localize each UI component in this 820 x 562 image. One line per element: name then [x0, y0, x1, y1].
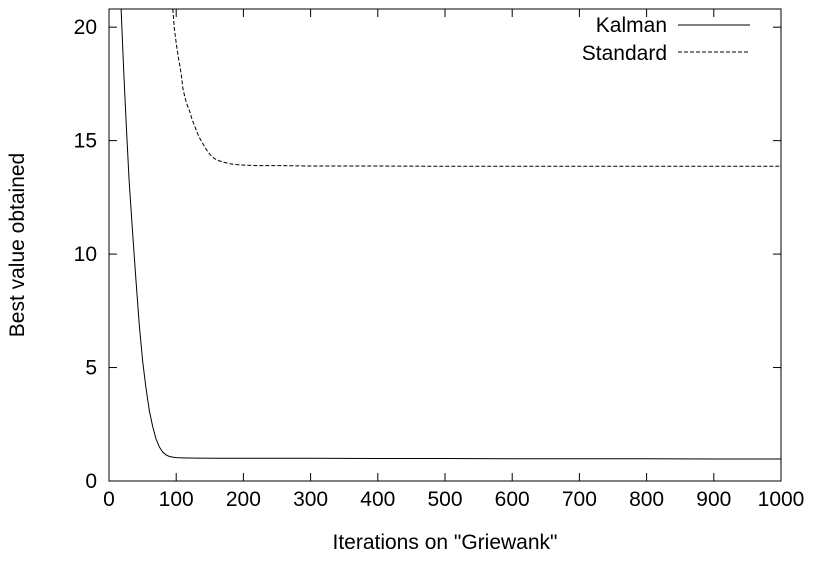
x-tick-label: 600 — [495, 488, 530, 511]
x-tick-label: 500 — [427, 488, 462, 511]
x-tick-label: 200 — [226, 488, 261, 511]
x-tick-label: 800 — [629, 488, 664, 511]
axis-ticks: 0 100 200 300 400 500 600 700 800 900 1000 0 5 10 15 20 — [74, 9, 805, 511]
y-tick-label: 10 — [74, 243, 97, 266]
y-tick-label: 15 — [74, 130, 97, 153]
y-tick-label: 0 — [85, 470, 97, 493]
x-tick-label: 900 — [696, 488, 731, 511]
legend-label-kalman: Kalman — [596, 14, 667, 37]
legend: Kalman Standard — [582, 14, 750, 65]
x-tick-label: 400 — [360, 488, 395, 511]
plot-frame — [108, 8, 782, 482]
x-tick-label: 1000 — [758, 488, 805, 511]
y-tick-label: 5 — [85, 357, 97, 380]
x-tick-label: 300 — [293, 488, 328, 511]
series-line-standard — [172, 8, 781, 167]
x-tick-label: 0 — [103, 488, 115, 511]
series-group — [120, 8, 781, 460]
y-tick-label: 20 — [74, 16, 97, 39]
x-tick-label: 100 — [159, 488, 194, 511]
y-axis-label: Best value obtained — [6, 153, 29, 337]
x-tick-label: 700 — [562, 488, 597, 511]
legend-label-standard: Standard — [582, 42, 667, 65]
x-axis-label: Iterations on "Griewank" — [332, 531, 557, 554]
series-line-kalman — [120, 8, 781, 460]
